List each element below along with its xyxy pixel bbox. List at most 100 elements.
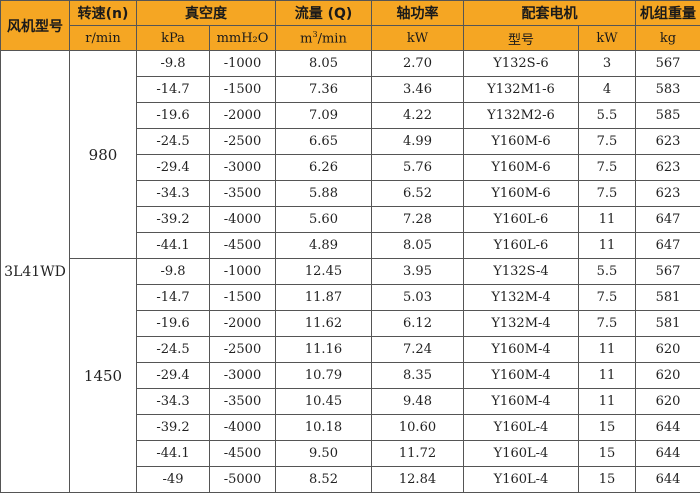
kpa-cell: -9.8 [137,259,210,285]
flow-cell: 10.79 [276,363,372,389]
speed-cell: 1450 [70,259,137,493]
mmh2o-cell: -4000 [210,207,276,233]
motor-model-cell: Y160M-4 [464,389,579,415]
weight-cell: 583 [636,77,700,103]
unit-kpa: kPa [137,26,210,51]
power-cell: 7.24 [372,337,464,363]
mmh2o-cell: -2000 [210,103,276,129]
kpa-cell: -29.4 [137,155,210,181]
power-cell: 10.60 [372,415,464,441]
power-cell: 12.84 [372,467,464,493]
header-motor: 配套电机 [464,1,636,26]
motor-kw-cell: 11 [579,207,636,233]
motor-model-cell: Y132S-4 [464,259,579,285]
motor-model-cell: Y132M1-6 [464,77,579,103]
power-cell: 4.99 [372,129,464,155]
motor-kw-cell: 11 [579,363,636,389]
flow-cell: 6.65 [276,129,372,155]
weight-cell: 623 [636,129,700,155]
weight-cell: 567 [636,259,700,285]
motor-kw-cell: 7.5 [579,129,636,155]
power-cell: 8.05 [372,233,464,259]
unit-power: kW [372,26,464,51]
unit-flow-rest: /min [318,31,347,46]
power-cell: 2.70 [372,51,464,77]
mmh2o-cell: -3000 [210,155,276,181]
kpa-cell: -34.3 [137,181,210,207]
mmh2o-cell: -4500 [210,441,276,467]
mmh2o-cell: -3500 [210,389,276,415]
weight-cell: 581 [636,311,700,337]
mmh2o-cell: -1500 [210,77,276,103]
motor-kw-cell: 3 [579,51,636,77]
motor-model-cell: Y132M2-6 [464,103,579,129]
header-shaft-power: 轴功率 [372,1,464,26]
weight-cell: 644 [636,415,700,441]
unit-speed: r/min [70,26,137,51]
kpa-cell: -44.1 [137,233,210,259]
motor-model-cell: Y160M-6 [464,129,579,155]
weight-cell: 567 [636,51,700,77]
speed-cell: 980 [70,51,137,259]
weight-cell: 623 [636,155,700,181]
motor-kw-cell: 11 [579,389,636,415]
motor-kw-cell: 7.5 [579,285,636,311]
weight-cell: 647 [636,233,700,259]
unit-flow: m3/min [276,26,372,51]
flow-cell: 10.18 [276,415,372,441]
mmh2o-cell: -2000 [210,311,276,337]
mmh2o-cell: -3500 [210,181,276,207]
kpa-cell: -14.7 [137,285,210,311]
motor-model-cell: Y160L-6 [464,207,579,233]
motor-model-cell: Y160L-4 [464,467,579,493]
flow-cell: 8.05 [276,51,372,77]
motor-kw-cell: 5.5 [579,103,636,129]
weight-cell: 647 [636,207,700,233]
header-vacuum: 真空度 [137,1,276,26]
motor-model-cell: Y132M-4 [464,285,579,311]
kpa-cell: -29.4 [137,363,210,389]
kpa-cell: -19.6 [137,311,210,337]
mmh2o-cell: -1000 [210,51,276,77]
model-cell: 3L41WD [1,51,70,493]
motor-model-cell: Y132S-6 [464,51,579,77]
kpa-cell: -24.5 [137,129,210,155]
motor-kw-cell: 15 [579,415,636,441]
motor-kw-cell: 5.5 [579,259,636,285]
motor-kw-cell: 11 [579,233,636,259]
motor-model-cell: Y160L-4 [464,415,579,441]
header-model: 风机型号 [1,1,70,51]
power-cell: 5.03 [372,285,464,311]
power-cell: 3.46 [372,77,464,103]
flow-cell: 7.09 [276,103,372,129]
motor-kw-cell: 11 [579,337,636,363]
unit-weight: kg [636,26,700,51]
kpa-cell: -24.5 [137,337,210,363]
kpa-cell: -39.2 [137,415,210,441]
header-weight: 机组重量 [636,1,700,26]
power-cell: 9.48 [372,389,464,415]
kpa-cell: -39.2 [137,207,210,233]
header-row-units: r/min kPa mmH₂O m3/min kW 型号 kW kg [1,26,700,51]
power-cell: 3.95 [372,259,464,285]
flow-cell: 6.26 [276,155,372,181]
power-cell: 6.12 [372,311,464,337]
kpa-cell: -14.7 [137,77,210,103]
mmh2o-cell: -3000 [210,363,276,389]
motor-model-cell: Y160L-4 [464,441,579,467]
power-cell: 11.72 [372,441,464,467]
flow-cell: 11.16 [276,337,372,363]
motor-kw-cell: 7.5 [579,311,636,337]
flow-cell: 12.45 [276,259,372,285]
power-cell: 6.52 [372,181,464,207]
mmh2o-cell: -2500 [210,337,276,363]
unit-motor-model: 型号 [464,26,579,51]
motor-model-cell: Y160M-6 [464,155,579,181]
flow-cell: 9.50 [276,441,372,467]
kpa-cell: -49 [137,467,210,493]
weight-cell: 644 [636,467,700,493]
